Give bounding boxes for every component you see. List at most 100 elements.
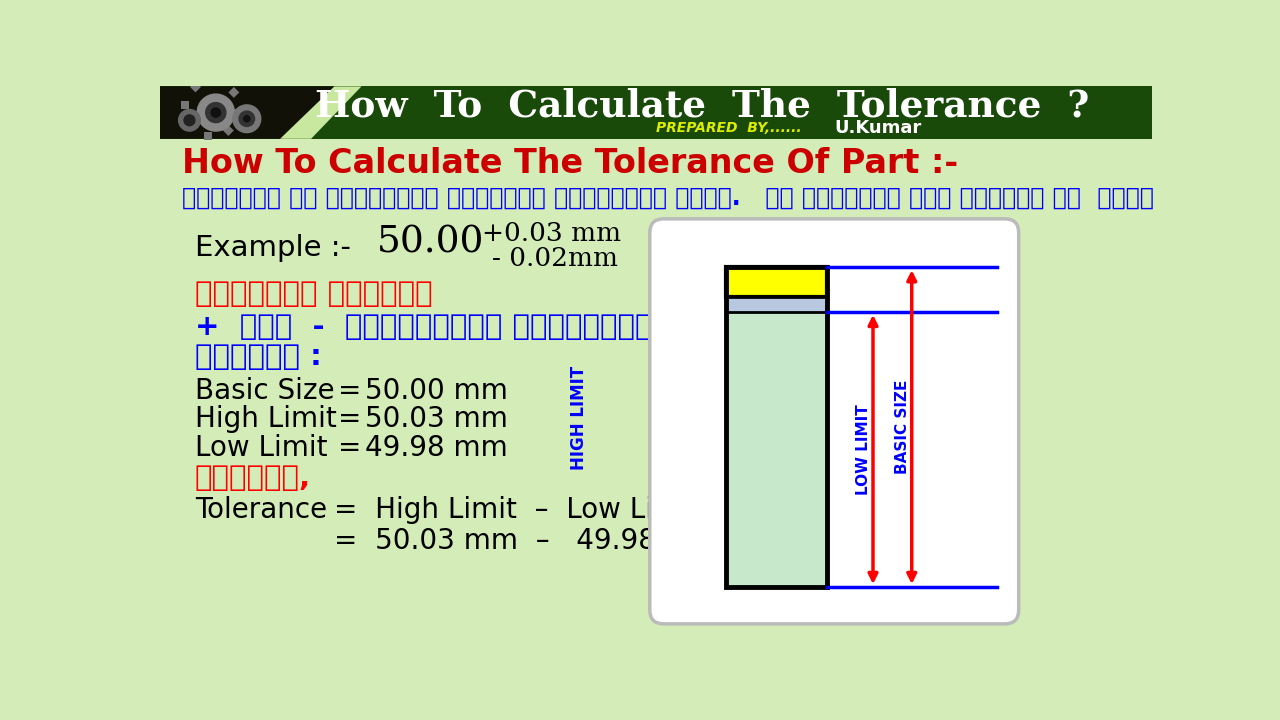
- Bar: [726, 376, 827, 382]
- Bar: [726, 582, 827, 588]
- Bar: [726, 550, 827, 556]
- Text: टॉलरन्स हा प्रत्येक पार्टवर वेगवेगळा असतो.   तो टॉलरन्स कसा काढावा ते  पाहू: टॉलरन्स हा प्रत्येक पार्टवर वेगवेगळा असत…: [182, 186, 1153, 210]
- Text: 50.00: 50.00: [378, 225, 484, 261]
- Bar: [726, 348, 827, 354]
- Bar: [726, 463, 827, 469]
- Bar: [726, 541, 827, 546]
- Bar: [726, 555, 827, 560]
- Bar: [726, 513, 827, 519]
- Bar: [212, 78, 220, 86]
- Bar: [726, 358, 827, 363]
- Bar: [726, 335, 827, 341]
- Bar: [726, 344, 827, 349]
- Bar: [726, 454, 827, 459]
- Bar: [726, 381, 827, 386]
- Text: Low Limit: Low Limit: [195, 433, 328, 462]
- Circle shape: [239, 111, 255, 127]
- Polygon shape: [280, 86, 361, 139]
- Bar: [726, 426, 827, 432]
- Bar: [726, 267, 827, 297]
- Bar: [726, 431, 827, 436]
- Bar: [726, 468, 827, 473]
- Bar: [228, 87, 239, 98]
- Text: LOW LIMIT: LOW LIMIT: [856, 404, 872, 495]
- Circle shape: [243, 116, 250, 122]
- Bar: [726, 422, 827, 427]
- Bar: [236, 109, 243, 117]
- Text: How To Calculate The Tolerance Of Part :-: How To Calculate The Tolerance Of Part :…: [182, 147, 957, 180]
- Bar: [726, 573, 827, 578]
- Bar: [726, 459, 827, 464]
- Bar: [726, 472, 827, 477]
- Text: म्हणून :: म्हणून :: [195, 343, 321, 372]
- Text: High Limit: High Limit: [195, 405, 337, 433]
- Bar: [726, 482, 827, 487]
- Bar: [726, 500, 827, 505]
- Circle shape: [206, 102, 225, 122]
- Circle shape: [197, 94, 234, 131]
- Bar: [223, 125, 234, 136]
- Bar: [205, 132, 212, 140]
- FancyBboxPatch shape: [650, 219, 1019, 624]
- Text: +  आणी  -  चिन्हांनी दर्शिवले  आहेत.: + आणी - चिन्हांनी दर्शिवले आहेत.: [195, 313, 754, 341]
- Text: BASIC SIZE: BASIC SIZE: [895, 380, 910, 474]
- Bar: [726, 354, 827, 359]
- Bar: [726, 536, 827, 542]
- Text: =  High Limit  –  Low Limit: = High Limit – Low Limit: [334, 496, 699, 524]
- Polygon shape: [160, 86, 334, 139]
- Bar: [726, 495, 827, 500]
- Text: U.Kumar: U.Kumar: [835, 119, 922, 137]
- Bar: [189, 81, 201, 92]
- Bar: [726, 441, 827, 446]
- Circle shape: [211, 108, 220, 117]
- Bar: [180, 101, 188, 109]
- Bar: [184, 120, 196, 130]
- Text: +0.03 mm: +0.03 mm: [481, 221, 621, 246]
- Bar: [726, 569, 827, 574]
- Bar: [726, 413, 827, 418]
- Text: =: =: [338, 377, 362, 405]
- Circle shape: [179, 109, 200, 131]
- Bar: [726, 491, 827, 496]
- Bar: [726, 312, 827, 318]
- Text: 50.03 mm: 50.03 mm: [365, 405, 508, 433]
- Bar: [160, 86, 1152, 139]
- Bar: [726, 399, 827, 405]
- Bar: [726, 312, 827, 587]
- Bar: [726, 362, 827, 368]
- Bar: [726, 372, 827, 377]
- Circle shape: [233, 105, 261, 132]
- Text: =: =: [338, 405, 362, 433]
- Text: यामध्ये लिमिटस: यामध्ये लिमिटस: [195, 280, 433, 308]
- Text: HIGH LIMIT: HIGH LIMIT: [570, 366, 588, 469]
- Text: यावरुन,: यावरुन,: [195, 464, 311, 492]
- Bar: [726, 523, 827, 528]
- Bar: [726, 267, 827, 587]
- Text: Tolerance: Tolerance: [195, 496, 326, 524]
- Text: How  To  Calculate  The  Tolerance  ?: How To Calculate The Tolerance ?: [315, 88, 1089, 125]
- Bar: [726, 577, 827, 583]
- Bar: [726, 317, 827, 322]
- Bar: [726, 367, 827, 372]
- Text: 49.98 mm: 49.98 mm: [365, 433, 508, 462]
- Bar: [726, 390, 827, 395]
- Bar: [726, 559, 827, 564]
- Bar: [726, 408, 827, 413]
- Circle shape: [184, 115, 195, 126]
- Text: Basic Size: Basic Size: [195, 377, 334, 405]
- Bar: [726, 385, 827, 391]
- Bar: [726, 546, 827, 551]
- Bar: [726, 418, 827, 423]
- Bar: [726, 297, 827, 312]
- Text: - 0.02mm: - 0.02mm: [492, 246, 618, 271]
- Bar: [726, 477, 827, 482]
- Bar: [726, 449, 827, 455]
- Bar: [726, 330, 827, 336]
- Bar: [726, 321, 827, 327]
- Bar: [726, 527, 827, 533]
- Text: =  50.03 mm  –   49.98 mm.: = 50.03 mm – 49.98 mm.: [334, 527, 728, 554]
- Bar: [726, 445, 827, 450]
- Bar: [726, 532, 827, 537]
- Bar: [726, 340, 827, 345]
- Bar: [726, 395, 827, 400]
